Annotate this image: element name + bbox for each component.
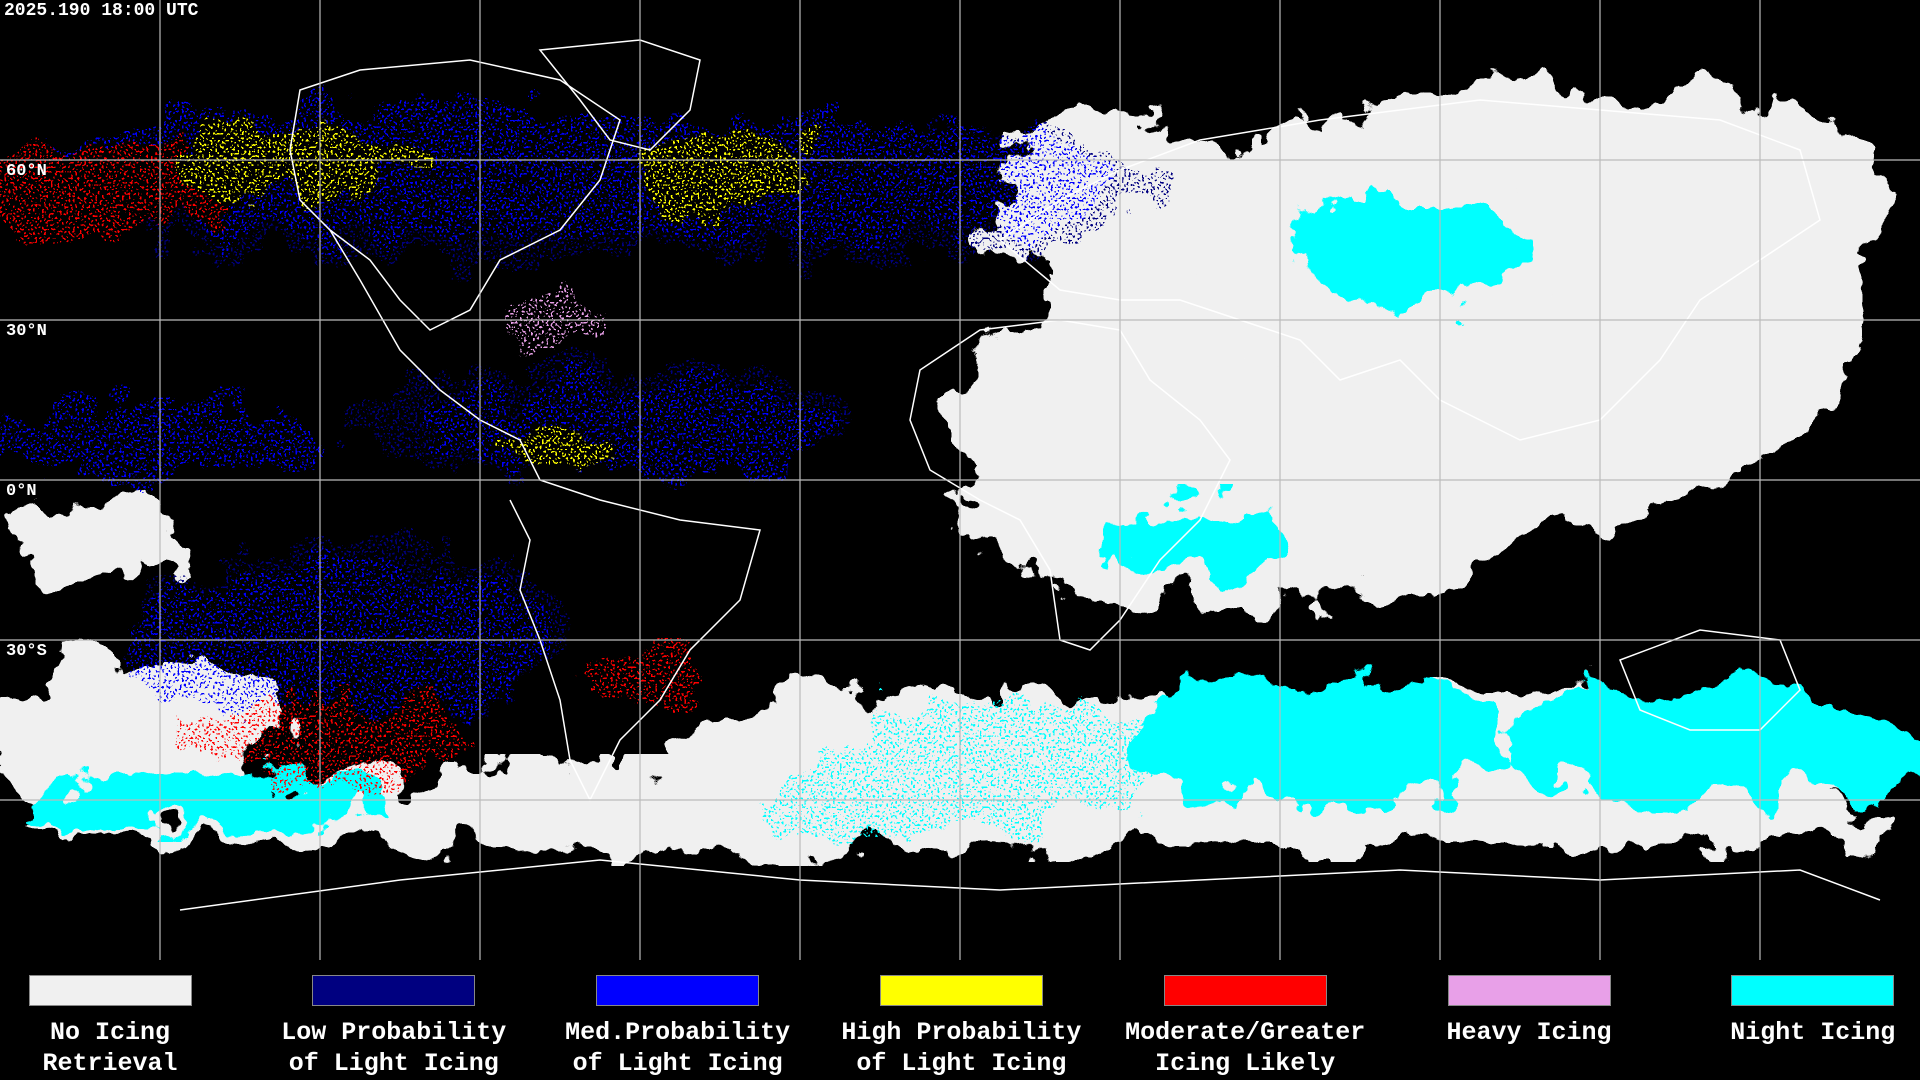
cloud-region — [590, 650, 710, 710]
legend-item: Heavy Icing — [1387, 975, 1671, 1048]
legend-label-line: of Light Icing — [856, 1049, 1067, 1078]
legend-label-line: Retrieval — [42, 1049, 178, 1078]
map — [0, 0, 1920, 960]
cloud-region — [1140, 680, 1500, 800]
cloud-region — [190, 700, 470, 780]
legend-swatch — [1447, 975, 1611, 1006]
legend-label-line: Low Probability — [281, 1018, 507, 1047]
legend-label-line: Icing Likely — [1155, 1049, 1336, 1078]
legend-swatch — [1163, 975, 1327, 1006]
coastline — [909, 319, 1231, 651]
legend-label-line: Moderate/Greater — [1125, 1018, 1366, 1047]
coastline — [998, 99, 1821, 441]
latitude-label: 0°N — [6, 482, 37, 501]
graticule — [0, 0, 1920, 960]
legend-label: No Icing Retrieval — [0, 1017, 252, 1079]
legend-label: Med.Probability of Light Icing — [536, 1017, 820, 1079]
cloud-region — [10, 500, 190, 580]
legend-label: Heavy Icing — [1387, 1017, 1671, 1048]
legend-label-line: Med.Probability — [565, 1018, 791, 1047]
legend-label: High Probability of Light Icing — [819, 1017, 1103, 1079]
legend-label-line: High Probability — [841, 1018, 1082, 1047]
legend-label-line: of Light Icing — [572, 1049, 783, 1078]
latitude-label: 60°N — [6, 162, 47, 181]
legend-item: Low Probability of Light Icing — [252, 975, 536, 1079]
cloud-region — [0, 400, 330, 480]
coastline — [289, 59, 621, 331]
legend-label: Night Icing — [1671, 1017, 1920, 1048]
coastline — [329, 229, 761, 802]
cloud-region — [0, 140, 220, 240]
legend-swatch — [312, 975, 476, 1006]
cloud-layer — [0, 80, 1920, 850]
cloud-region — [500, 420, 620, 480]
legend-label-line: Night Icing — [1730, 1018, 1896, 1047]
legend-label-line: of Light Icing — [288, 1049, 499, 1078]
latitude-label: 30°S — [6, 642, 47, 661]
legend-swatch — [28, 975, 192, 1006]
legend-label: Moderate/Greater Icing Likely — [1103, 1017, 1387, 1079]
legend-item: Moderate/Greater Icing Likely — [1103, 975, 1387, 1079]
legend-item: High Probability of Light Icing — [819, 975, 1103, 1079]
cloud-region — [1280, 190, 1520, 310]
legend-item: Night Icing — [1671, 975, 1920, 1048]
legend: No Icing Retrieval Low Probability of Light… — [0, 975, 1920, 1080]
cloud-region — [950, 320, 1150, 480]
cloud-region — [1780, 720, 1920, 800]
cloud-region — [1320, 80, 1680, 200]
legend-label-line: No Icing — [49, 1018, 171, 1047]
coastline — [1619, 629, 1801, 731]
cloud-region — [630, 130, 810, 210]
legend-swatch — [879, 975, 1043, 1006]
coastline — [538, 39, 701, 151]
latitude-label: 30°N — [6, 322, 47, 341]
legend-swatch — [1731, 975, 1895, 1006]
cloud-region — [1100, 500, 1300, 580]
coastline — [179, 859, 1881, 911]
legend-label: Low Probability of Light Icing — [252, 1017, 536, 1079]
legend-item: No Icing Retrieval — [0, 975, 252, 1079]
legend-label-line: Heavy Icing — [1446, 1018, 1612, 1047]
coastlines — [179, 39, 1881, 911]
legend-swatch — [596, 975, 760, 1006]
legend-item: Med.Probability of Light Icing — [536, 975, 820, 1079]
timestamp: 2025.190 18:00 UTC — [4, 1, 199, 21]
